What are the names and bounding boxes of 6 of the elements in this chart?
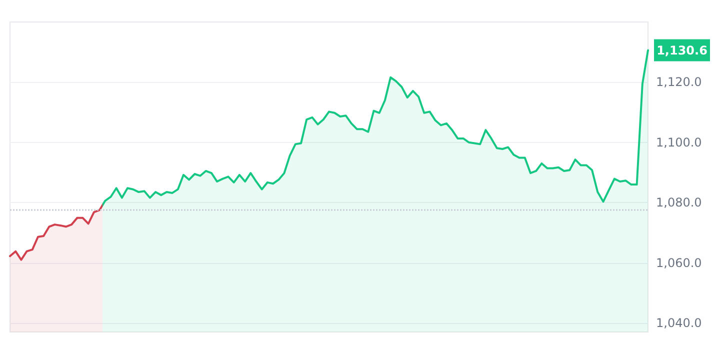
y-tick-label: 1,060.0 <box>656 256 702 270</box>
y-tick-label: 1,100.0 <box>656 135 702 150</box>
y-tick-label: 1,040.0 <box>656 316 702 330</box>
text: 1,130.6 <box>656 43 708 58</box>
y-tick-label: 1,080.0 <box>656 196 702 210</box>
y-tick-label: 1,120.0 <box>656 75 702 90</box>
